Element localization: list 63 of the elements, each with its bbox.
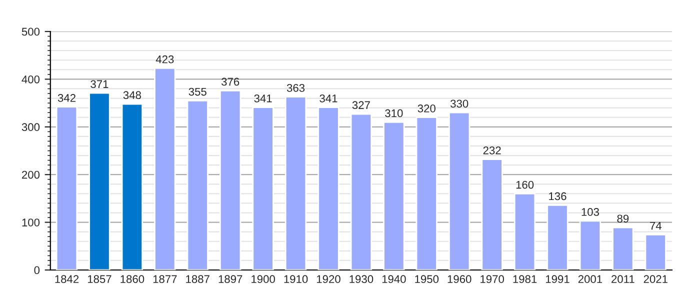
data-label: 363 bbox=[286, 84, 305, 92]
x-tick-label: 1877 bbox=[153, 275, 177, 284]
data-label: 136 bbox=[549, 192, 566, 200]
x-tick-label: 1860 bbox=[120, 275, 144, 284]
data-label: 320 bbox=[418, 104, 436, 112]
bar bbox=[220, 90, 242, 270]
data-label: 371 bbox=[90, 80, 108, 88]
data-label: 310 bbox=[385, 109, 403, 118]
data-label: 232 bbox=[483, 146, 501, 154]
x-tick-label: 1897 bbox=[218, 275, 242, 284]
x-tick-label: 2021 bbox=[644, 275, 668, 284]
bar bbox=[514, 192, 536, 270]
x-tick-label: 1910 bbox=[284, 275, 308, 284]
data-label: 376 bbox=[221, 78, 240, 86]
y-tick-label: 200 bbox=[22, 170, 40, 179]
bar bbox=[350, 113, 372, 270]
x-tick-label: 1991 bbox=[546, 275, 570, 284]
data-label: 330 bbox=[450, 100, 468, 108]
x-tick-label: 2001 bbox=[578, 275, 602, 284]
data-label: 103 bbox=[582, 208, 599, 216]
y-tick-label: 300 bbox=[22, 123, 40, 132]
bar bbox=[644, 234, 666, 270]
data-label: 355 bbox=[188, 88, 206, 96]
x-tick-label: 1920 bbox=[316, 275, 340, 284]
bar bbox=[318, 106, 340, 270]
data-label: 327 bbox=[352, 101, 370, 110]
bar bbox=[383, 121, 405, 270]
x-tick-label: 1981 bbox=[513, 275, 537, 284]
x-tick-label: 1940 bbox=[382, 275, 406, 284]
data-label: 348 bbox=[123, 91, 141, 100]
bar bbox=[154, 68, 176, 270]
y-tick-label: 0 bbox=[34, 266, 40, 274]
data-label: 341 bbox=[320, 94, 338, 102]
data-label: 89 bbox=[617, 214, 629, 223]
x-tick-label: 1842 bbox=[55, 275, 79, 284]
bar bbox=[252, 106, 274, 270]
bar bbox=[481, 158, 503, 270]
bar bbox=[56, 106, 78, 270]
bar bbox=[121, 103, 144, 270]
data-label: 160 bbox=[516, 180, 534, 189]
x-tick-label: 2011 bbox=[612, 275, 634, 284]
bar bbox=[546, 204, 568, 270]
data-label: 341 bbox=[254, 94, 272, 102]
bar bbox=[579, 220, 602, 270]
data-label: 342 bbox=[58, 94, 76, 102]
x-tick-label: 1970 bbox=[480, 275, 504, 284]
bar bbox=[612, 226, 634, 270]
data-label: 74 bbox=[650, 222, 662, 230]
x-tick-label: 1887 bbox=[186, 275, 210, 284]
y-tick-label: 400 bbox=[22, 75, 40, 84]
data-label: 423 bbox=[156, 55, 174, 64]
bar bbox=[186, 100, 208, 270]
y-tick-label: 100 bbox=[22, 218, 40, 226]
x-tick-label: 1857 bbox=[88, 275, 112, 284]
bar bbox=[284, 96, 307, 270]
bar bbox=[88, 92, 110, 270]
bar bbox=[416, 116, 438, 270]
x-tick-label: 1930 bbox=[350, 275, 374, 284]
y-tick-label: 500 bbox=[22, 28, 40, 36]
x-tick-label: 1900 bbox=[252, 275, 275, 284]
x-tick-label: 1950 bbox=[415, 275, 439, 284]
bar bbox=[448, 112, 470, 270]
x-tick-label: 1960 bbox=[448, 275, 472, 284]
